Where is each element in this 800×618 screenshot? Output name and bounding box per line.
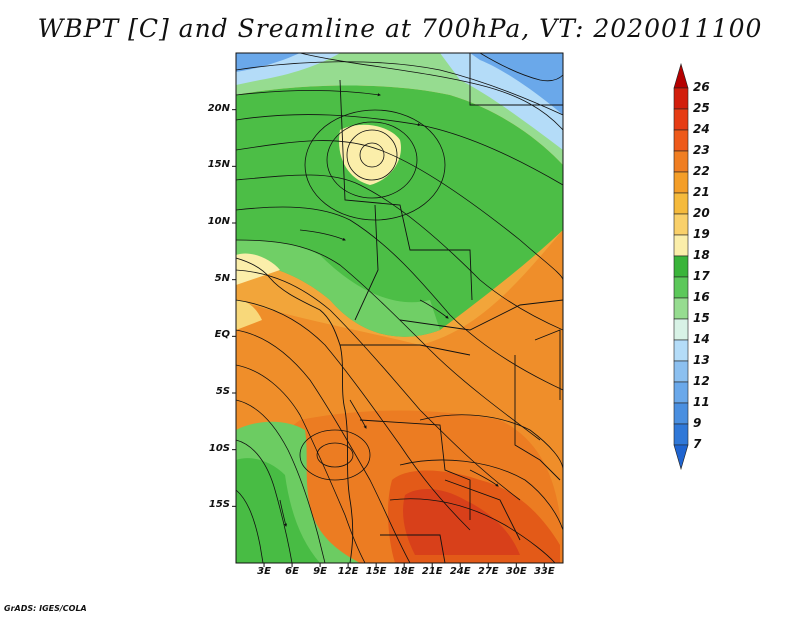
lat-label: 15S — [208, 499, 230, 511]
colorbar-swatch — [673, 381, 689, 404]
lon-label: 3E — [257, 566, 271, 577]
colorbar-swatch — [673, 276, 689, 299]
colorbar-label: 24 — [693, 122, 710, 136]
colorbar-label: 26 — [693, 80, 710, 94]
colorbar-swatch — [673, 297, 689, 320]
lon-label: 30E — [505, 566, 527, 577]
colorbar-swatch — [673, 87, 689, 110]
colorbar-label: 25 — [693, 101, 710, 115]
colorbar-swatch — [673, 318, 689, 341]
latitude-ticks — [232, 109, 236, 507]
lon-label: 21E — [421, 566, 443, 577]
colorbar-label: 15 — [693, 311, 710, 325]
lat-label: 15N — [207, 159, 230, 171]
colorbar-swatch — [673, 171, 689, 194]
colorbar-swatch — [673, 150, 689, 173]
lon-label: 33E — [533, 566, 555, 577]
lat-label: 10S — [208, 442, 230, 454]
colorbar-label: 7 — [693, 437, 702, 451]
grads-credit: GrADS: IGES/COLA — [4, 604, 87, 613]
colorbar-label: 11 — [693, 395, 710, 409]
lon-label: 27E — [477, 566, 499, 577]
colorbar-top-arrow — [673, 62, 689, 89]
colorbar-label: 12 — [693, 374, 710, 388]
colorbar-swatch — [673, 423, 689, 446]
colorbar-label: 9 — [693, 416, 702, 430]
colorbar-bottom-arrow — [673, 444, 689, 471]
colorbar-swatch — [673, 402, 689, 425]
colorbar-label: 18 — [693, 248, 710, 262]
colorbar-label: 23 — [693, 143, 710, 157]
lon-label: 12E — [337, 566, 359, 577]
wbpt-field — [236, 53, 563, 563]
colorbar-label: 17 — [693, 269, 710, 283]
lat-label: 5S — [215, 386, 230, 397]
colorbar-swatch — [673, 129, 689, 152]
lat-label: 5N — [214, 272, 230, 284]
country-borders — [236, 53, 563, 563]
colorbar-label: 19 — [693, 227, 710, 241]
lon-label: 18E — [393, 566, 415, 577]
lat-label: EQ — [214, 329, 230, 341]
lat-label: 10N — [207, 216, 230, 227]
colorbar-swatch — [673, 360, 689, 383]
colorbar-swatch — [673, 108, 689, 131]
streamlines — [236, 53, 563, 563]
lat-label: 20N — [207, 102, 230, 114]
lon-label: 24E — [449, 566, 471, 577]
colorbar-swatch — [673, 339, 689, 362]
colorbar-label: 22 — [693, 164, 710, 178]
longitude-ticks — [263, 563, 545, 567]
colorbar-label: 14 — [693, 332, 710, 346]
colorbar-label: 13 — [693, 353, 710, 367]
colorbar-swatch — [673, 234, 689, 257]
colorbar-label: 20 — [693, 206, 710, 220]
lon-label: 15E — [365, 566, 387, 577]
colorbar-swatch — [673, 192, 689, 215]
lon-label: 6E — [285, 566, 299, 577]
colorbar-swatch — [673, 213, 689, 236]
colorbar-swatch — [673, 255, 689, 278]
map-title: WBPT [C] and Sreamline at 700hPa, VT: 20… — [37, 14, 763, 43]
colorbar — [673, 62, 689, 471]
colorbar-label: 16 — [693, 290, 710, 304]
lon-label: 9E — [313, 566, 327, 577]
colorbar-label: 21 — [693, 185, 710, 199]
map-frame — [235, 52, 564, 564]
